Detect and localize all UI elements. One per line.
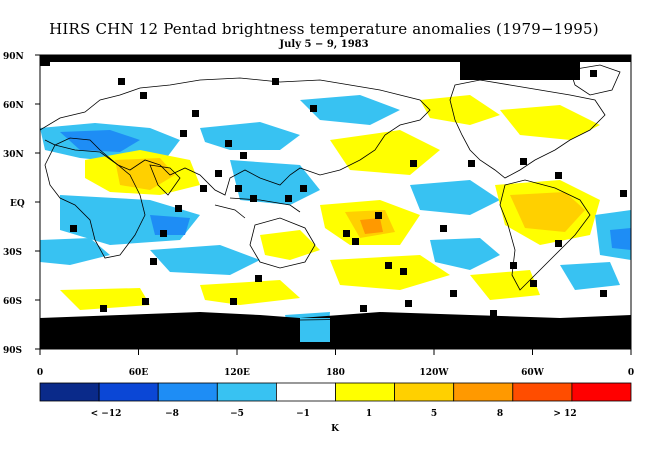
- colorbar-tick-label: < −12: [91, 409, 122, 419]
- anomaly-warm-region: [200, 280, 300, 305]
- lat-label-90n: 90N: [3, 52, 24, 62]
- lon-label-120e: 120E: [224, 368, 250, 378]
- colorbar-segment: [39, 382, 100, 402]
- colorbar-tick-label: −1: [296, 409, 310, 419]
- anomaly-cool-region: [230, 160, 320, 205]
- lon-label-60w: 60W: [521, 368, 545, 378]
- anomaly-warm-region: [115, 158, 175, 190]
- anomaly-field: [40, 55, 631, 349]
- latitude-axis: 90N 60N 30N EQ 30S 60S 90S: [3, 52, 40, 356]
- colorbar-tick-label: 8: [497, 409, 503, 419]
- anomaly-warm-region: [510, 192, 585, 232]
- colorbar-tick-label: 5: [431, 409, 437, 419]
- longitude-axis: 0 60E 120E 180 120W 60W 0: [37, 349, 634, 378]
- missing-data-north: [40, 55, 631, 62]
- missing-data-pixels: [70, 70, 627, 332]
- missing-data-south: [40, 312, 631, 349]
- colorbar-segment: [335, 382, 395, 402]
- anomaly-cool-region: [150, 215, 190, 235]
- colorbar-labels: < −12 −8 −5 −1 1 5 8 > 12 K: [91, 409, 577, 434]
- lon-label-120w: 120W: [420, 368, 450, 378]
- map-title: HIRS CHN 12 Pentad brightness temperatur…: [49, 20, 599, 38]
- colorbar-segment: [216, 382, 277, 402]
- colorbar-segment: [157, 382, 218, 402]
- colorbar-unit: K: [331, 424, 340, 434]
- missing-patch: [460, 62, 580, 80]
- colorbar-tick-label: > 12: [553, 409, 576, 419]
- anomaly-cool-region: [40, 238, 110, 265]
- colorbar-segment: [394, 382, 455, 402]
- lon-label-0: 0: [37, 368, 43, 378]
- anomaly-cool-region: [410, 180, 500, 215]
- anomaly-warm-region: [260, 230, 320, 260]
- colorbar-tick-label: −5: [230, 409, 244, 419]
- missing-patch: [40, 62, 50, 66]
- anomaly-warm-region: [470, 270, 540, 300]
- lon-label-180: 180: [326, 368, 345, 378]
- map-subtitle: July 5 − 9, 1983: [279, 39, 369, 50]
- anomaly-warm-region: [330, 255, 450, 290]
- lon-label-60e: 60E: [129, 368, 149, 378]
- lat-label-90s: 90S: [3, 346, 22, 356]
- lat-label-60s: 60S: [3, 297, 22, 307]
- colorbar-tick-label: 1: [366, 409, 372, 419]
- colorbar-tick-label: −8: [165, 409, 179, 419]
- lat-label-60n: 60N: [3, 101, 24, 111]
- colorbar-segment: [571, 382, 632, 402]
- anomaly-cool-region: [430, 238, 500, 270]
- colorbar: [39, 382, 632, 402]
- anomaly-warm-region: [60, 288, 150, 310]
- colorbar-segment: [512, 382, 573, 402]
- anomaly-cool-region: [300, 318, 330, 342]
- colorbar-segment: [453, 382, 514, 402]
- anomaly-warm-region: [360, 218, 383, 234]
- lat-label-30n: 30N: [3, 150, 24, 160]
- anomaly-warm-region: [500, 105, 600, 140]
- anomaly-cool-region: [560, 262, 620, 290]
- colorbar-segment: [98, 382, 159, 402]
- anomaly-cool-region: [150, 245, 260, 275]
- anomaly-warm-region: [420, 95, 500, 125]
- colorbar-segment: [275, 382, 336, 402]
- lat-label-eq: EQ: [10, 199, 25, 209]
- anomaly-cool-region: [300, 95, 400, 125]
- anomaly-cool-region: [60, 130, 140, 152]
- coastlines: [40, 64, 631, 323]
- lon-label-0-east: 0: [628, 368, 634, 378]
- lat-label-30s: 30S: [3, 248, 22, 258]
- map-panel: [40, 55, 631, 349]
- anomaly-cool-region: [610, 228, 631, 250]
